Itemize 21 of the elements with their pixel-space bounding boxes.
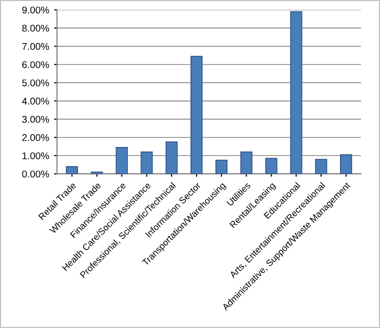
- bar: [240, 152, 252, 174]
- bar: [66, 166, 78, 174]
- bar: [116, 147, 128, 174]
- y-tick-label: 7.00%: [22, 43, 50, 50]
- y-tick-label: 8.00%: [22, 24, 50, 32]
- bar: [315, 158, 328, 174]
- bar: [265, 158, 278, 174]
- y-tick-label: 9.00%: [22, 6, 50, 14]
- bar: [190, 56, 203, 174]
- bar: [290, 11, 302, 174]
- bar: [140, 152, 153, 174]
- bar: [166, 142, 178, 174]
- bar: [340, 154, 352, 174]
- y-tick-label: 2.00%: [22, 134, 50, 142]
- y-tick-label: 6.00%: [22, 61, 50, 68]
- y-tick-label: 5.00%: [22, 79, 50, 86]
- y-tick-label: 3.00%: [22, 116, 50, 123]
- bar: [215, 160, 228, 174]
- y-tick-label: 1.00%: [22, 152, 50, 160]
- y-tick-label: 4.00%: [22, 98, 50, 105]
- y-tick-label: 0.00%: [22, 170, 50, 178]
